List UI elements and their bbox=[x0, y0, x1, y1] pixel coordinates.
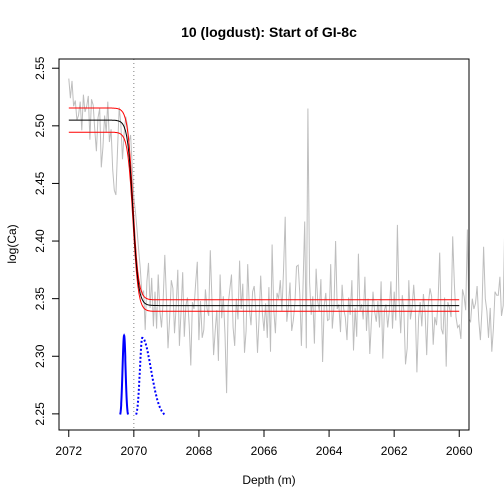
y-tick-label: 2.35 bbox=[33, 287, 47, 311]
chart-title: 10 (logdust): Start of GI-8c bbox=[181, 24, 357, 40]
y-tick-label: 2.50 bbox=[33, 114, 47, 138]
x-tick-label: 2068 bbox=[186, 444, 213, 458]
x-tick-label: 2066 bbox=[251, 444, 278, 458]
x-tick-label: 2064 bbox=[316, 444, 343, 458]
fit-ramp-line bbox=[68, 119, 460, 307]
y-tick-label: 2.30 bbox=[33, 344, 47, 368]
x-axis: 2072 2070 2068 2066 2064 2062 2060 bbox=[55, 429, 473, 458]
start-distribution-curve bbox=[119, 333, 129, 415]
x-tick-label: 2062 bbox=[381, 444, 408, 458]
x-axis-label: Depth (m) bbox=[242, 473, 295, 487]
fit-band-lower-line bbox=[68, 131, 460, 312]
y-tick-label: 2.55 bbox=[33, 56, 47, 80]
x-tick-label: 2070 bbox=[120, 444, 147, 458]
y-tick-label: 2.45 bbox=[33, 171, 47, 195]
y-axis-label: log(Ca) bbox=[5, 224, 19, 263]
plot-area bbox=[68, 59, 504, 430]
data-series-line bbox=[68, 78, 504, 394]
y-axis: 2.25 2.30 2.35 2.40 2.45 2.50 2.55 bbox=[33, 56, 60, 426]
fit-band-upper-line bbox=[68, 107, 460, 301]
plot-frame bbox=[58, 58, 470, 431]
x-tick-label: 2072 bbox=[55, 444, 82, 458]
x-tick-label: 2060 bbox=[446, 444, 473, 458]
y-tick-label: 2.40 bbox=[33, 229, 47, 253]
y-tick-label: 2.25 bbox=[33, 402, 47, 426]
end-distribution-curve bbox=[135, 336, 166, 416]
